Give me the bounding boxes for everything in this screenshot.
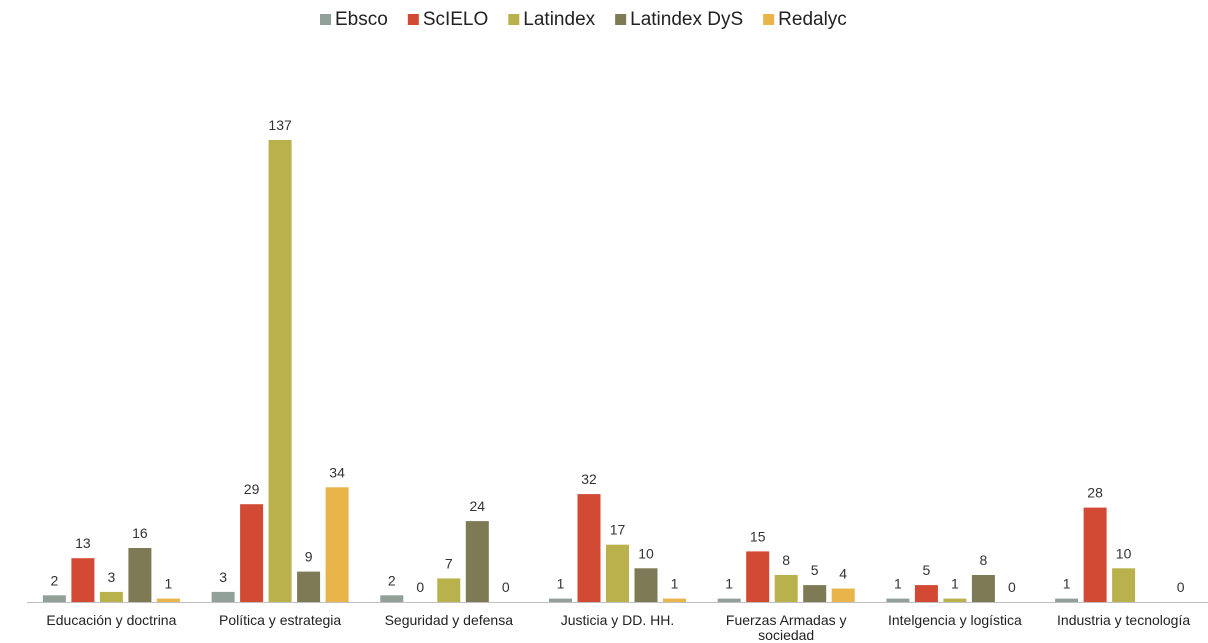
value-label-latindex-4: 17 [610, 522, 626, 538]
bar-latindex-1 [99, 591, 123, 602]
value-label-ebsco-6: 1 [894, 576, 902, 592]
bar-scielo-6 [914, 585, 938, 602]
value-label-redalyc-2: 34 [329, 464, 345, 480]
bar-redalyc-2 [325, 487, 349, 602]
category-label-1: Educación y doctrina [46, 612, 176, 628]
bar-latindex-6 [943, 598, 967, 602]
bar-redalyc-5 [831, 588, 855, 602]
bar-latindex-3 [437, 578, 461, 602]
category-labels-layer: Educación y doctrina Política y estrategi… [46, 612, 1190, 643]
bar-latindex-dys-3 [465, 521, 489, 602]
category-label-3: Seguridad y defensa [385, 612, 514, 628]
value-label-latindex-3: 7 [445, 555, 453, 571]
value-label-latindex-dys-2: 9 [305, 549, 313, 565]
value-label-scielo-4: 32 [581, 471, 597, 487]
bar-latindex-5 [774, 575, 798, 602]
bar-ebsco-6 [886, 598, 910, 602]
value-label-redalyc-4: 1 [671, 576, 679, 592]
bar-ebsco-4 [549, 598, 572, 602]
value-label-redalyc-7: 0 [1177, 579, 1185, 595]
value-label-ebsco-1: 2 [51, 572, 59, 588]
bars-layer [42, 140, 1136, 602]
value-label-latindex-dys-4: 10 [638, 545, 654, 561]
value-label-latindex-7: 10 [1116, 545, 1132, 561]
value-label-latindex-dys-6: 8 [980, 552, 988, 568]
bar-scielo-7 [1083, 507, 1107, 602]
legend-swatch-redalyc [763, 14, 775, 25]
value-label-scielo-5: 15 [750, 528, 766, 544]
bar-latindex-7 [1112, 568, 1136, 602]
value-label-latindex-dys-3: 24 [470, 498, 486, 514]
legend-label-redalyc: Redalyc [778, 9, 847, 30]
value-label-scielo-1: 13 [75, 535, 91, 551]
bar-latindex-dys-4 [634, 568, 658, 602]
bar-redalyc-4 [663, 598, 686, 602]
bar-latindex-4 [606, 544, 629, 602]
bar-latindex-dys-6 [971, 575, 995, 602]
value-label-latindex-1: 3 [108, 569, 116, 585]
value-label-latindex-2: 137 [268, 117, 292, 133]
bar-ebsco-3 [380, 595, 404, 602]
value-label-ebsco-4: 1 [557, 576, 565, 592]
legend-swatch-scielo [407, 14, 419, 25]
bar-scielo-5 [746, 551, 770, 602]
bar-scielo-2 [240, 504, 264, 602]
chart-legend: Ebsco ScIELO Latindex Latindex DyS Redalyc [320, 9, 847, 30]
legend-label-scielo: ScIELO [423, 9, 488, 30]
legend-label-latindex: Latindex [523, 9, 595, 30]
category-label-5: Fuerzas Armadas y sociedad [726, 612, 847, 643]
bar-ebsco-2 [211, 591, 235, 602]
bar-latindex-dys-2 [297, 571, 321, 602]
value-label-ebsco-7: 1 [1063, 576, 1071, 592]
value-label-redalyc-1: 1 [165, 576, 173, 592]
value-label-scielo-6: 5 [923, 562, 931, 578]
category-label-4: Justicia y DD. HH. [561, 612, 675, 628]
legend-swatch-ebsco [320, 14, 331, 25]
legend-label-ebsco: Ebsco [335, 9, 388, 30]
value-label-redalyc-5: 4 [839, 566, 847, 582]
bar-latindex-dys-5 [803, 585, 827, 602]
category-label-6: Intelgencia y logística [888, 612, 1022, 628]
category-label-2: Política y estrategia [219, 612, 341, 628]
bar-scielo-4 [577, 494, 601, 602]
value-label-redalyc-6: 0 [1008, 579, 1016, 595]
value-label-ebsco-2: 3 [219, 569, 227, 585]
value-label-latindex-dys-1: 16 [132, 525, 148, 541]
value-label-ebsco-3: 2 [388, 572, 396, 588]
category-label-7: Industria y tecnología [1057, 612, 1190, 628]
bar-redalyc-1 [156, 598, 180, 602]
value-label-latindex-5: 8 [782, 552, 790, 568]
value-label-scielo-2: 29 [244, 481, 260, 497]
bar-latindex-dys-1 [128, 548, 152, 602]
value-label-latindex-dys-5: 5 [811, 562, 819, 578]
value-label-ebsco-5: 1 [725, 576, 733, 592]
bar-latindex-2 [268, 140, 292, 602]
legend-swatch-latindex-dys [615, 14, 627, 25]
bar-scielo-1 [71, 558, 95, 602]
legend-swatch-latindex [508, 14, 520, 25]
bar-ebsco-1 [42, 595, 66, 602]
value-label-redalyc-3: 0 [502, 579, 510, 595]
value-label-latindex-6: 1 [951, 576, 959, 592]
bar-ebsco-5 [717, 598, 741, 602]
value-label-scielo-7: 28 [1087, 485, 1103, 501]
value-label-scielo-3: 0 [416, 579, 424, 595]
bar-ebsco-7 [1055, 598, 1079, 602]
legend-label-latindex-dys: Latindex DyS [630, 9, 743, 30]
